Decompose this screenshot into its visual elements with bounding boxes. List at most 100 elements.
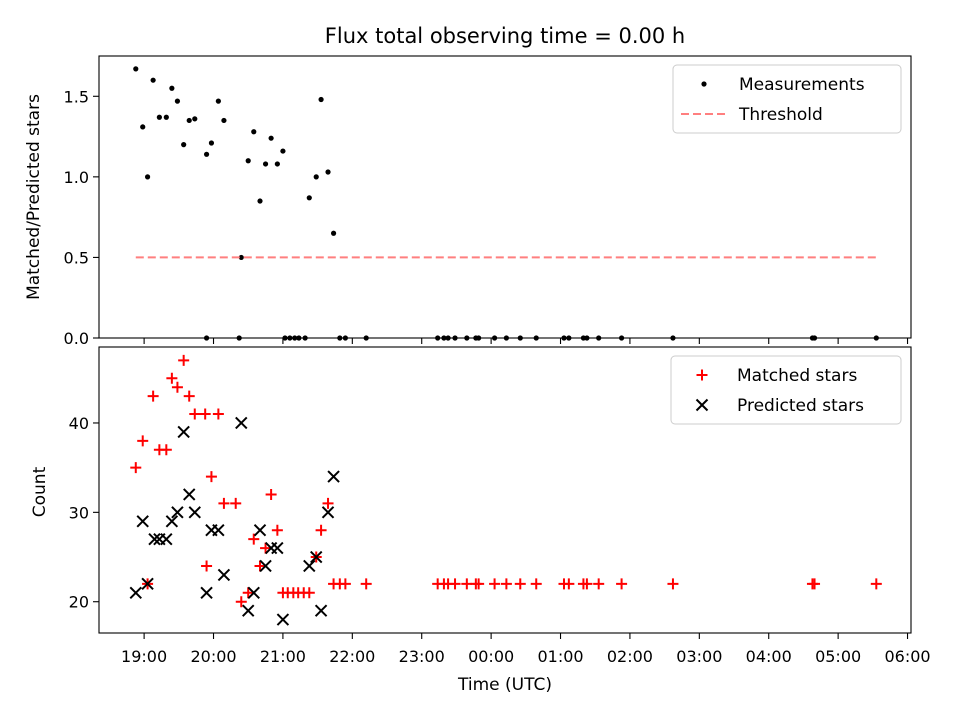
measurement-point — [268, 135, 274, 141]
measurement-point — [163, 114, 169, 120]
measurement-point — [238, 254, 244, 261]
matched-star-marker — [199, 408, 211, 420]
predicted-star-marker — [247, 586, 260, 599]
matched-star-marker — [212, 408, 224, 420]
predicted-star-marker — [177, 425, 190, 439]
measurement-point — [325, 169, 331, 175]
predicted-star-marker — [171, 506, 184, 519]
y-tick-label: 1.5 — [64, 87, 89, 106]
predicted-star-marker — [303, 559, 316, 573]
matched-star-marker — [178, 354, 190, 366]
legend: Measurements Threshold — [672, 64, 902, 134]
predicted-star-marker — [148, 532, 161, 546]
predicted-star-marker — [183, 488, 196, 501]
matched-star-marker — [254, 560, 266, 572]
matched-star-marker — [183, 390, 195, 402]
matched-star-marker — [530, 578, 542, 590]
measurement-point — [208, 140, 215, 146]
measurement-point — [318, 96, 324, 103]
matched-star-marker — [189, 408, 201, 420]
predicted-star-marker — [259, 559, 272, 573]
legend-label: Matched stars — [737, 366, 857, 386]
legend-matched-handle — [696, 369, 708, 381]
legend-predicted-handle — [695, 398, 709, 412]
bottom-y-axis-label: Count — [30, 466, 50, 517]
measurement-point — [330, 230, 337, 236]
matched-star-marker — [581, 578, 593, 590]
x-tick-label: 23:00 — [399, 647, 445, 666]
bottom-panel: 19:00 20:00 21:00 22:00 23:00 00:00 01:00 02:00… — [69, 346, 931, 666]
measurement-point — [140, 124, 146, 130]
matched-star-marker — [242, 587, 254, 599]
matched-star-marker — [870, 578, 882, 590]
predicted-star-marker — [253, 524, 267, 537]
matched-star-marker — [303, 587, 315, 599]
matched-star-marker — [322, 497, 334, 509]
measurement-point — [274, 161, 280, 167]
matched-star-marker — [205, 471, 217, 483]
legend-label: Measurements — [739, 75, 865, 95]
matched-star-marker — [201, 560, 213, 572]
top-y-axis-label: Matched/Predicted stars — [24, 94, 44, 300]
matched-star-marker — [315, 524, 327, 536]
measurement-point — [186, 117, 192, 124]
x-tick-label: 01:00 — [537, 647, 583, 666]
matched-star-marker — [248, 533, 260, 545]
x-axis-label: Time (UTC) — [457, 675, 552, 695]
measurement-point — [144, 174, 151, 180]
matched-star-marker — [500, 578, 512, 590]
matched-star-marker — [449, 578, 461, 590]
measurement-point — [192, 116, 198, 122]
series-predicted-stars — [129, 416, 340, 626]
x-tick-label: 05:00 — [815, 647, 861, 666]
x-tick-label: 04:00 — [746, 647, 792, 666]
matched-star-marker — [160, 444, 172, 456]
x-tick-label: 02:00 — [607, 647, 653, 666]
matched-star-marker — [235, 596, 247, 608]
measurement-point — [313, 174, 319, 180]
matched-star-marker — [360, 578, 372, 590]
y-tick-label: 20 — [69, 593, 89, 612]
y-tick-label: 0.0 — [64, 329, 89, 348]
measurement-point — [215, 98, 221, 104]
predicted-star-marker — [276, 613, 290, 626]
measurement-point — [262, 161, 269, 167]
matched-star-marker — [809, 578, 821, 590]
predicted-star-marker — [160, 532, 173, 546]
measurement-point — [280, 148, 286, 154]
x-tick-label: 20:00 — [190, 647, 236, 666]
matched-star-marker — [271, 524, 283, 536]
predicted-star-marker — [327, 470, 340, 483]
predicted-star-marker — [321, 506, 335, 519]
matched-star-marker — [563, 578, 575, 590]
legend-label: Predicted stars — [737, 396, 864, 416]
measurement-point — [245, 158, 251, 164]
top-panel: 0.0 0.5 1.0 1.5 Measurements Threshold — [64, 55, 912, 348]
predicted-star-marker — [314, 604, 328, 617]
x-tick-label: 06:00 — [884, 647, 930, 666]
legend-box — [670, 355, 902, 425]
matched-star-marker — [171, 381, 183, 393]
matched-star-marker — [514, 578, 526, 590]
x-tick-label: 19:00 — [121, 647, 167, 666]
matched-star-marker — [265, 488, 277, 500]
legend-box — [672, 64, 902, 134]
matched-star-marker — [230, 497, 242, 509]
matched-star-marker — [218, 497, 230, 509]
legend-measurement-handle — [701, 81, 707, 87]
measurement-point — [306, 195, 312, 201]
predicted-star-marker — [200, 586, 213, 599]
matched-star-marker — [616, 578, 628, 590]
matched-star-marker — [667, 578, 679, 590]
matched-star-marker — [489, 578, 501, 590]
matched-star-marker — [166, 372, 178, 384]
y-tick-label: 30 — [69, 503, 89, 522]
y-tick-label: 40 — [69, 414, 89, 433]
legend-label: Threshold — [738, 105, 823, 125]
predicted-star-marker — [188, 506, 201, 519]
axes-frame — [98, 55, 912, 339]
legend: Matched stars Predicted stars — [670, 355, 902, 425]
predicted-star-marker — [242, 604, 255, 617]
predicted-star-marker — [212, 524, 225, 537]
